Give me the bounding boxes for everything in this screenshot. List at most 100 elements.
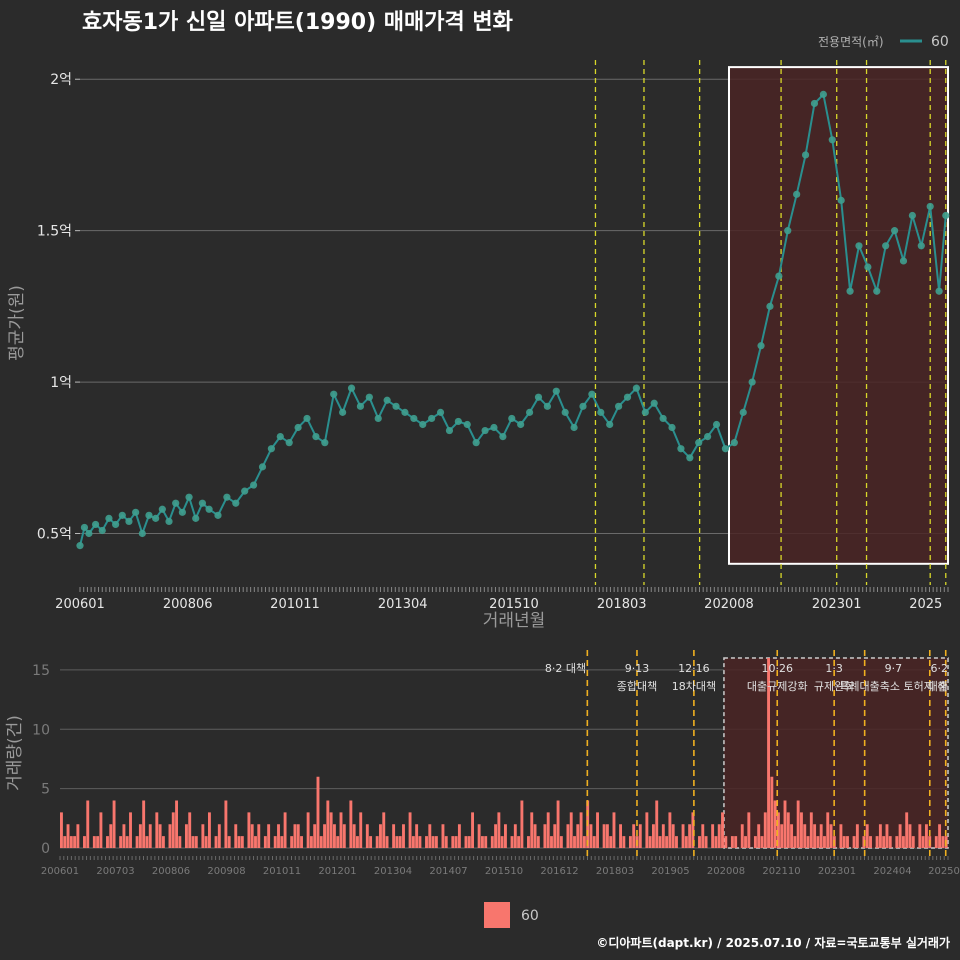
volume-x-tick-label: 202008 <box>707 866 745 877</box>
price-point <box>668 423 676 432</box>
event-text-label: 규제완화 <box>814 680 854 693</box>
price-point <box>91 520 100 529</box>
volume-bar <box>701 824 705 848</box>
price-point <box>105 514 113 522</box>
volume-bar <box>319 836 323 848</box>
price-point <box>552 387 560 395</box>
volume-bar <box>214 836 218 848</box>
volume-bar <box>724 836 728 848</box>
volume-bar <box>767 658 770 848</box>
price-point <box>198 499 207 507</box>
volume-bar <box>329 812 333 848</box>
volume-bar <box>444 836 448 848</box>
volume-bar <box>73 836 77 848</box>
volume-bar <box>138 824 142 848</box>
price-point <box>401 408 409 416</box>
volume-bar <box>480 836 484 848</box>
volume-bar <box>760 836 764 848</box>
volume-bar <box>194 836 198 848</box>
volume-bar <box>441 824 445 848</box>
price-y-ticks: 0.5억 1억 1.5억 2억 <box>37 72 80 543</box>
volume-bar <box>257 824 261 848</box>
volume-bar <box>497 812 501 848</box>
volume-bar <box>533 824 537 848</box>
volume-y-ticks: 0 5 10 15 <box>32 663 50 857</box>
price-point <box>810 99 819 108</box>
price-point <box>855 242 863 250</box>
price-point <box>606 420 614 429</box>
volume-bar <box>227 836 231 848</box>
volume-bar <box>247 812 251 848</box>
event-date-label: 9·7 <box>885 662 903 675</box>
price-point <box>463 420 471 429</box>
volume-bar <box>191 836 195 848</box>
volume-bar <box>76 824 80 848</box>
volume-bar <box>234 824 238 848</box>
volume-bar <box>711 824 715 848</box>
volume-bar <box>280 836 284 848</box>
price-point <box>882 242 890 250</box>
volume-bar <box>734 836 738 848</box>
volume-bar <box>800 812 803 848</box>
price-point <box>659 414 667 423</box>
volume-bar <box>112 800 116 848</box>
volume-bar <box>776 812 780 848</box>
volume-bar <box>829 824 833 848</box>
volume-bar <box>129 812 132 848</box>
price-point <box>321 439 329 447</box>
price-x-tick-label: 202301 <box>812 597 862 612</box>
volume-bar <box>336 836 340 848</box>
volume-bar <box>550 836 553 848</box>
volume-bar <box>602 824 606 848</box>
volume-bar <box>434 836 438 848</box>
price-point <box>899 257 908 265</box>
volume-bar <box>714 836 718 848</box>
volume-bar <box>536 836 540 848</box>
price-point <box>908 211 916 220</box>
volume-bar <box>188 812 192 848</box>
price-point <box>917 242 925 250</box>
price-series <box>76 90 950 550</box>
volume-bar <box>704 836 708 848</box>
volume-bar <box>645 812 649 848</box>
volume-bar <box>63 836 67 848</box>
volume-bar <box>632 824 636 848</box>
volume-bar <box>293 824 297 848</box>
volume-bar <box>208 812 211 848</box>
volume-x-tick-label: 202404 <box>873 866 911 877</box>
legend-bar-label: 60 <box>521 908 539 924</box>
volume-y-axis-label: 거래량(건) <box>5 715 25 791</box>
price-y-tick-label: 0.5억 <box>37 527 72 543</box>
volume-x-tick-label: 200703 <box>96 866 134 877</box>
volume-y-tick-label: 5 <box>41 782 50 798</box>
price-point <box>926 202 934 211</box>
price-point <box>570 423 578 432</box>
volume-bar <box>747 812 751 848</box>
volume-bar <box>402 824 405 848</box>
top-legend: 전용면적(㎡) 60 <box>818 34 949 50</box>
price-point <box>428 414 436 423</box>
volume-bar <box>109 824 113 848</box>
price-point <box>579 402 587 410</box>
volume-bar <box>471 812 474 848</box>
volume-bar <box>924 824 928 848</box>
volume-bar <box>819 824 823 848</box>
volume-bar <box>306 812 310 848</box>
volume-bar <box>356 836 359 848</box>
volume-bar <box>740 824 744 848</box>
volume-bar <box>813 824 817 848</box>
volume-bar <box>691 812 695 848</box>
price-highlight-region <box>727 66 950 565</box>
price-point <box>801 151 810 159</box>
event-date-label: 1·3 <box>825 662 843 675</box>
volume-bar <box>237 836 241 848</box>
price-point <box>152 514 160 522</box>
volume-bar <box>168 824 172 848</box>
volume-x-tick-label: 200908 <box>207 866 245 877</box>
volume-x-tick-label: 202110 <box>762 866 800 877</box>
volume-bar <box>86 800 90 848</box>
price-point <box>374 414 382 423</box>
price-point <box>267 445 276 453</box>
volume-bar <box>582 836 586 848</box>
event-date-label: 9·13 <box>625 662 650 675</box>
